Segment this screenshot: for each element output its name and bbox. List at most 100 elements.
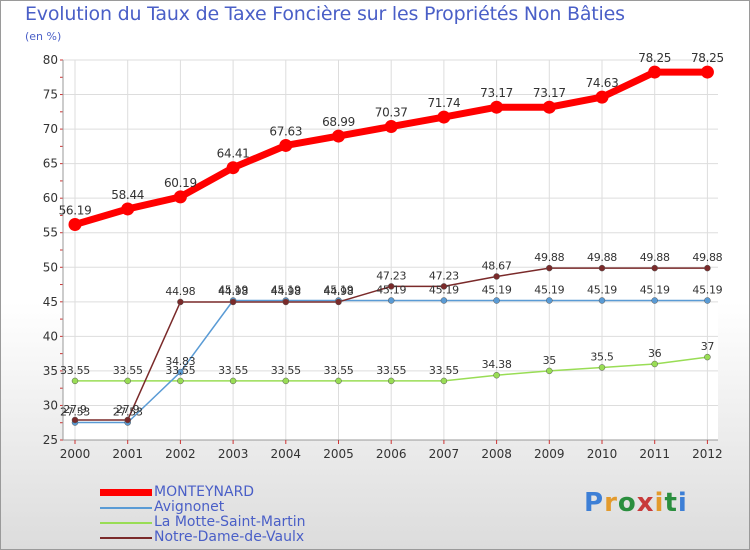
avignonet-point [493,297,500,304]
legend-label: Avignonet [154,499,225,515]
avignonet-point [704,297,711,304]
notre-dame-de-vaulx-data-label: 44.98 [324,285,354,298]
avignonet-data-label: 45.19 [376,284,406,297]
logo-letter: i [677,488,688,518]
notre-dame-de-vaulx-point [335,298,342,306]
avignonet-data-label: 45.19 [692,284,722,297]
monteynard-point [68,218,82,232]
notre-dame-de-vaulx-point [229,298,237,306]
avignonet-data-label: 45.19 [429,284,459,297]
monteynard-point [700,65,714,79]
y-tick-label: 35 [43,364,58,378]
monteynard-data-label: 71.74 [427,96,460,110]
avignonet-point [598,297,606,304]
monteynard-data-label: 64.41 [217,147,250,161]
la-motte-saint-martin-point [651,360,658,368]
avignonet-data-label: 45.19 [534,284,564,297]
notre-dame-de-vaulx-point [704,264,711,272]
logo-letter: r [604,488,618,518]
monteynard-data-label: 67.63 [269,124,302,138]
monteynard-point [384,120,398,134]
la-motte-saint-martin-point [177,377,184,385]
la-motte-saint-martin-data-label: 33.55 [165,364,195,377]
la-motte-saint-martin-data-label: 33.55 [324,364,354,377]
x-tick-label: 2003 [218,447,249,461]
la-motte-saint-martin-data-label: 35.5 [590,350,614,363]
x-tick-label: 2008 [481,447,512,461]
notre-dame-de-vaulx-point [546,264,553,272]
notre-dame-de-vaulx-point [493,273,500,280]
legend-label: Notre-Dame-de-Vaulx [154,529,305,545]
notre-dame-de-vaulx-data-label: 47.23 [376,269,406,282]
monteynard-data-label: 74.63 [586,76,619,90]
avignonet-data-label: 45.19 [218,284,248,297]
avignonet-data-label: 45.19 [482,284,512,297]
y-tick-label: 70 [43,122,58,136]
monteynard-data-label: 70.37 [375,106,408,120]
legend-label: MONTEYNARD [154,484,255,500]
chart-title: Evolution du Taux de Taxe Foncière sur l… [25,3,625,25]
la-motte-saint-martin-data-label: 33.55 [218,364,248,377]
x-tick-label: 2001 [112,447,143,461]
notre-dame-de-vaulx-data-label: 27.9 [63,403,87,416]
legend-swatch [100,489,152,496]
legend-swatch [100,506,152,509]
monteynard-data-label: 78.25 [691,51,724,65]
notre-dame-de-vaulx-data-label: 49.88 [587,251,617,264]
monteynard-data-label: 78.25 [638,51,671,65]
x-tick-label: 2009 [534,447,565,461]
y-axis-unit-label: (en %) [25,30,62,43]
monteynard-point [121,202,135,216]
la-motte-saint-martin-data-label: 34.38 [482,358,512,371]
la-motte-saint-martin-data-label: 33.55 [60,364,90,377]
la-motte-saint-martin-point [282,377,290,385]
x-tick-label: 2005 [323,447,354,461]
monteynard-data-label: 73.17 [480,86,513,100]
legend-label: La Motte-Saint-Martin [154,514,306,530]
notre-dame-de-vaulx-data-label: 27.9 [116,403,140,416]
la-motte-saint-martin-point [71,377,79,385]
la-motte-saint-martin-data-label: 35 [543,354,557,367]
x-tick-label: 2002 [165,447,196,461]
la-motte-saint-martin-data-label: 33.55 [113,364,143,377]
la-motte-saint-martin-point [387,377,395,385]
avignonet-point [546,297,553,304]
monteynard-data-label: 58.44 [111,188,144,202]
la-motte-saint-martin-point [335,377,342,385]
monteynard-point [648,65,662,79]
notre-dame-de-vaulx-data-label: 44.98 [165,285,195,298]
la-motte-saint-martin-point [229,377,237,385]
legend-swatch [100,536,152,539]
y-tick-label: 45 [43,295,58,309]
monteynard-point [332,129,345,143]
notre-dame-de-vaulx-data-label: 47.23 [429,269,459,282]
notre-dame-de-vaulx-data-label: 49.88 [692,251,722,264]
avignonet-data-label: 27.53 [60,406,90,419]
monteynard-point [226,161,240,175]
la-motte-saint-martin-point [124,377,131,385]
legend-swatch [100,521,152,524]
la-motte-saint-martin-point [440,377,448,385]
notre-dame-de-vaulx-point [282,298,290,306]
logo-letter: t [664,488,678,518]
x-tick-label: 2007 [429,447,460,461]
x-tick-label: 2011 [639,447,670,461]
logo-letter: i [654,488,665,518]
avignonet-point [177,368,184,376]
la-motte-saint-martin-data-label: 37 [701,340,715,353]
notre-dame-de-vaulx-point [71,416,79,424]
avignonet-point [651,297,658,304]
y-tick-label: 65 [43,157,58,171]
monteynard-point [279,138,293,152]
monteynard-point [437,110,451,124]
y-tick-label: 50 [43,260,58,274]
notre-dame-de-vaulx-data-label: 49.88 [640,251,670,264]
la-motte-saint-martin-point [598,364,606,371]
monteynard-point [490,100,504,114]
x-tick-label: 2010 [587,447,618,461]
notre-dame-de-vaulx-data-label: 44.98 [218,285,248,298]
la-motte-saint-martin-data-label: 33.55 [429,364,459,377]
monteynard-point [173,190,187,204]
la-motte-saint-martin-point [546,367,553,375]
